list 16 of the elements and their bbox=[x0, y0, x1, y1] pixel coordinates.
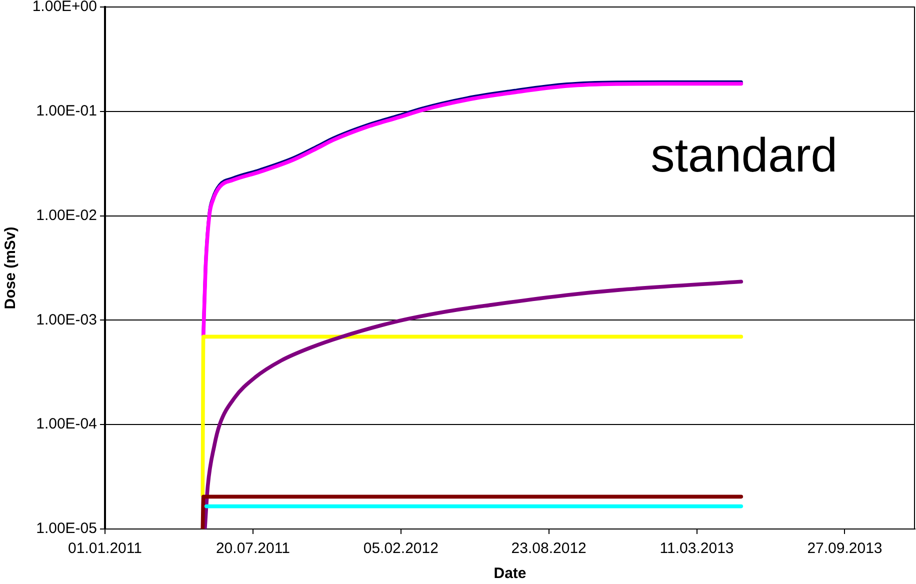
x-tick-label: 23.08.2012 bbox=[511, 540, 586, 558]
x-tick-label: 05.02.2012 bbox=[363, 540, 438, 558]
x-tick-label: 27.09.2013 bbox=[807, 540, 882, 558]
y-axis-title: Dose (mSv) bbox=[2, 226, 20, 310]
y-tick-label: 1.00E-03 bbox=[36, 311, 97, 328]
y-tick-label: 1.00E-05 bbox=[36, 520, 97, 538]
x-tick-label: 11.03.2013 bbox=[660, 540, 734, 558]
y-tick-label: 1.00E-04 bbox=[36, 416, 97, 433]
y-tick-label: 1.00E-01 bbox=[36, 102, 97, 120]
x-tick-label: 01.01.2011 bbox=[68, 540, 142, 558]
y-tick-label: 1.00E-02 bbox=[36, 206, 97, 224]
x-tick-label: 20.07.2011 bbox=[216, 540, 290, 558]
x-axis-title: Date bbox=[494, 565, 526, 582]
y-tick-label: 1.00E+00 bbox=[32, 0, 97, 16]
annotation: standard bbox=[650, 129, 838, 182]
line-series bbox=[202, 280, 744, 529]
